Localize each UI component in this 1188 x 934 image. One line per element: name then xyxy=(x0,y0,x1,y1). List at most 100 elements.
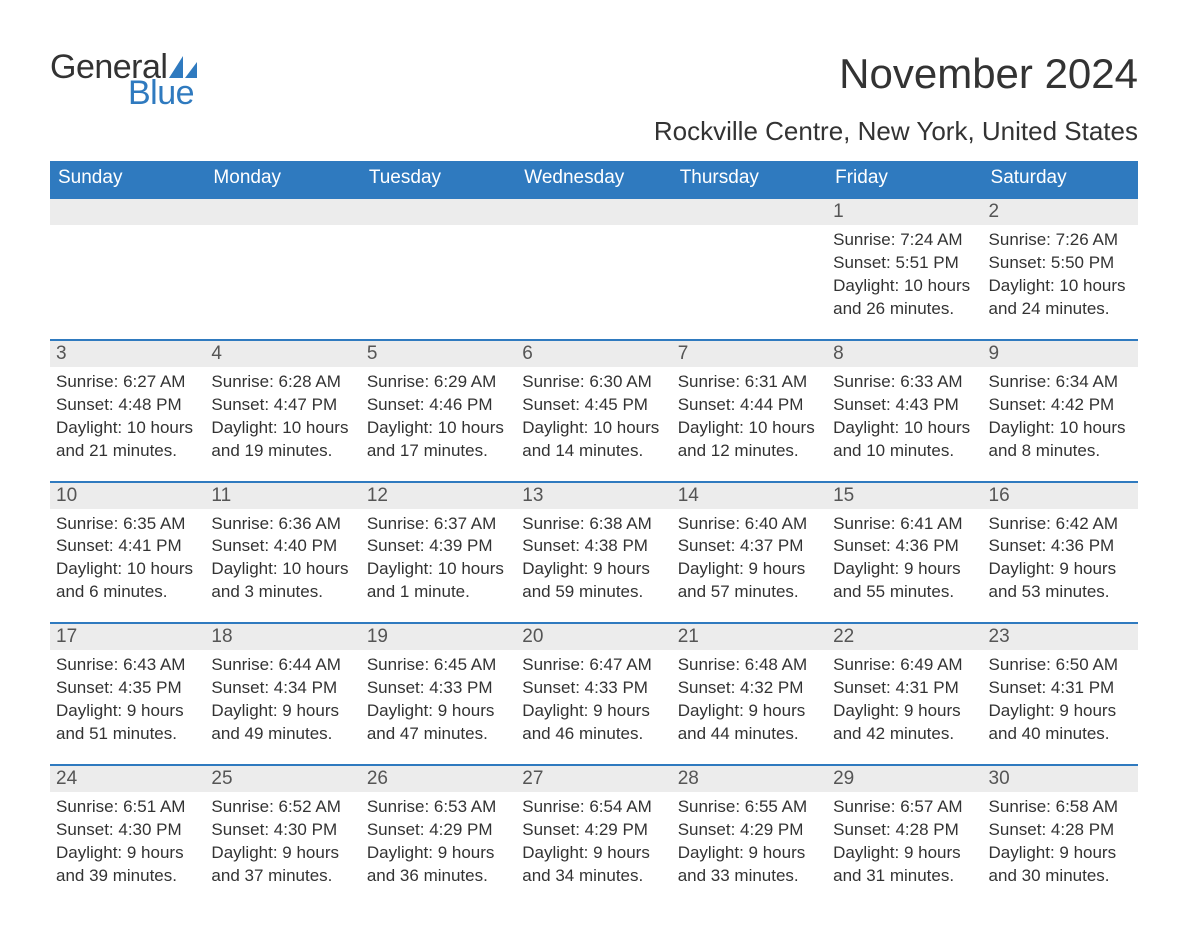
day-body xyxy=(205,225,360,315)
daylight-text-2: and 42 minutes. xyxy=(833,723,976,746)
day-number: 4 xyxy=(205,339,360,367)
day-header: Saturday xyxy=(983,161,1138,197)
daylight-text-2: and 34 minutes. xyxy=(522,865,665,888)
week-row: 3Sunrise: 6:27 AMSunset: 4:48 PMDaylight… xyxy=(50,339,1138,469)
day-number: 6 xyxy=(516,339,671,367)
day-body: Sunrise: 7:26 AMSunset: 5:50 PMDaylight:… xyxy=(983,225,1138,327)
day-body: Sunrise: 6:31 AMSunset: 4:44 PMDaylight:… xyxy=(672,367,827,469)
daylight-text-1: Daylight: 9 hours xyxy=(56,842,199,865)
day-number: 20 xyxy=(516,622,671,650)
sunset-text: Sunset: 4:46 PM xyxy=(367,394,510,417)
day-body xyxy=(361,225,516,315)
calendar-cell: 28Sunrise: 6:55 AMSunset: 4:29 PMDayligh… xyxy=(672,764,827,894)
sunrise-text: Sunrise: 6:55 AM xyxy=(678,796,821,819)
daylight-text-1: Daylight: 9 hours xyxy=(367,842,510,865)
day-number xyxy=(205,197,360,225)
calendar-cell: 4Sunrise: 6:28 AMSunset: 4:47 PMDaylight… xyxy=(205,339,360,469)
calendar-cell: 10Sunrise: 6:35 AMSunset: 4:41 PMDayligh… xyxy=(50,481,205,611)
day-body: Sunrise: 6:38 AMSunset: 4:38 PMDaylight:… xyxy=(516,509,671,611)
day-body: Sunrise: 6:37 AMSunset: 4:39 PMDaylight:… xyxy=(361,509,516,611)
daylight-text-2: and 3 minutes. xyxy=(211,581,354,604)
day-body: Sunrise: 6:51 AMSunset: 4:30 PMDaylight:… xyxy=(50,792,205,894)
sunset-text: Sunset: 4:43 PM xyxy=(833,394,976,417)
day-number: 16 xyxy=(983,481,1138,509)
daylight-text-1: Daylight: 9 hours xyxy=(833,558,976,581)
calendar-cell: 30Sunrise: 6:58 AMSunset: 4:28 PMDayligh… xyxy=(983,764,1138,894)
sunset-text: Sunset: 4:37 PM xyxy=(678,535,821,558)
sunset-text: Sunset: 4:42 PM xyxy=(989,394,1132,417)
calendar-cell: 22Sunrise: 6:49 AMSunset: 4:31 PMDayligh… xyxy=(827,622,982,752)
daylight-text-2: and 59 minutes. xyxy=(522,581,665,604)
daylight-text-2: and 8 minutes. xyxy=(989,440,1132,463)
day-number: 29 xyxy=(827,764,982,792)
daylight-text-1: Daylight: 9 hours xyxy=(989,700,1132,723)
sunset-text: Sunset: 4:45 PM xyxy=(522,394,665,417)
day-number: 7 xyxy=(672,339,827,367)
daylight-text-1: Daylight: 10 hours xyxy=(833,275,976,298)
calendar-cell: 17Sunrise: 6:43 AMSunset: 4:35 PMDayligh… xyxy=(50,622,205,752)
daylight-text-2: and 40 minutes. xyxy=(989,723,1132,746)
sunset-text: Sunset: 4:30 PM xyxy=(211,819,354,842)
sunrise-text: Sunrise: 6:29 AM xyxy=(367,371,510,394)
day-body: Sunrise: 7:24 AMSunset: 5:51 PMDaylight:… xyxy=(827,225,982,327)
sunrise-text: Sunrise: 6:51 AM xyxy=(56,796,199,819)
calendar-cell: 29Sunrise: 6:57 AMSunset: 4:28 PMDayligh… xyxy=(827,764,982,894)
calendar-cell: 25Sunrise: 6:52 AMSunset: 4:30 PMDayligh… xyxy=(205,764,360,894)
day-body: Sunrise: 6:50 AMSunset: 4:31 PMDaylight:… xyxy=(983,650,1138,752)
day-header-row: Sunday Monday Tuesday Wednesday Thursday… xyxy=(50,161,1138,197)
sunrise-text: Sunrise: 6:57 AM xyxy=(833,796,976,819)
day-header: Sunday xyxy=(50,161,205,197)
logo: General Blue xyxy=(50,50,197,110)
calendar-cell: 27Sunrise: 6:54 AMSunset: 4:29 PMDayligh… xyxy=(516,764,671,894)
calendar-cell: 18Sunrise: 6:44 AMSunset: 4:34 PMDayligh… xyxy=(205,622,360,752)
day-header: Tuesday xyxy=(361,161,516,197)
daylight-text-2: and 1 minute. xyxy=(367,581,510,604)
day-number: 1 xyxy=(827,197,982,225)
day-body: Sunrise: 6:45 AMSunset: 4:33 PMDaylight:… xyxy=(361,650,516,752)
sunrise-text: Sunrise: 6:49 AM xyxy=(833,654,976,677)
sunrise-text: Sunrise: 6:28 AM xyxy=(211,371,354,394)
calendar-cell: 11Sunrise: 6:36 AMSunset: 4:40 PMDayligh… xyxy=(205,481,360,611)
sunrise-text: Sunrise: 6:41 AM xyxy=(833,513,976,536)
day-number: 22 xyxy=(827,622,982,650)
page-title: November 2024 xyxy=(839,50,1138,98)
day-number: 14 xyxy=(672,481,827,509)
day-body: Sunrise: 6:53 AMSunset: 4:29 PMDaylight:… xyxy=(361,792,516,894)
sunrise-text: Sunrise: 6:38 AM xyxy=(522,513,665,536)
day-number: 13 xyxy=(516,481,671,509)
calendar-cell: 7Sunrise: 6:31 AMSunset: 4:44 PMDaylight… xyxy=(672,339,827,469)
day-number: 30 xyxy=(983,764,1138,792)
daylight-text-2: and 17 minutes. xyxy=(367,440,510,463)
sunrise-text: Sunrise: 6:30 AM xyxy=(522,371,665,394)
sunrise-text: Sunrise: 6:44 AM xyxy=(211,654,354,677)
daylight-text-1: Daylight: 9 hours xyxy=(989,558,1132,581)
daylight-text-2: and 24 minutes. xyxy=(989,298,1132,321)
calendar-cell: 15Sunrise: 6:41 AMSunset: 4:36 PMDayligh… xyxy=(827,481,982,611)
calendar-cell: 3Sunrise: 6:27 AMSunset: 4:48 PMDaylight… xyxy=(50,339,205,469)
daylight-text-1: Daylight: 10 hours xyxy=(367,558,510,581)
daylight-text-1: Daylight: 9 hours xyxy=(211,700,354,723)
day-header: Monday xyxy=(205,161,360,197)
sunset-text: Sunset: 4:33 PM xyxy=(522,677,665,700)
day-number: 2 xyxy=(983,197,1138,225)
day-number: 23 xyxy=(983,622,1138,650)
day-number: 27 xyxy=(516,764,671,792)
sunrise-text: Sunrise: 6:33 AM xyxy=(833,371,976,394)
daylight-text-2: and 31 minutes. xyxy=(833,865,976,888)
daylight-text-2: and 37 minutes. xyxy=(211,865,354,888)
sunrise-text: Sunrise: 6:53 AM xyxy=(367,796,510,819)
week-row: 10Sunrise: 6:35 AMSunset: 4:41 PMDayligh… xyxy=(50,481,1138,611)
day-number: 10 xyxy=(50,481,205,509)
day-body: Sunrise: 6:57 AMSunset: 4:28 PMDaylight:… xyxy=(827,792,982,894)
calendar-cell: 24Sunrise: 6:51 AMSunset: 4:30 PMDayligh… xyxy=(50,764,205,894)
sunset-text: Sunset: 4:39 PM xyxy=(367,535,510,558)
sunset-text: Sunset: 4:28 PM xyxy=(989,819,1132,842)
daylight-text-2: and 30 minutes. xyxy=(989,865,1132,888)
calendar-cell xyxy=(361,197,516,327)
daylight-text-1: Daylight: 10 hours xyxy=(522,417,665,440)
day-number: 5 xyxy=(361,339,516,367)
logo-text-blue: Blue xyxy=(128,76,194,110)
sunset-text: Sunset: 4:38 PM xyxy=(522,535,665,558)
sunset-text: Sunset: 4:34 PM xyxy=(211,677,354,700)
day-number xyxy=(361,197,516,225)
